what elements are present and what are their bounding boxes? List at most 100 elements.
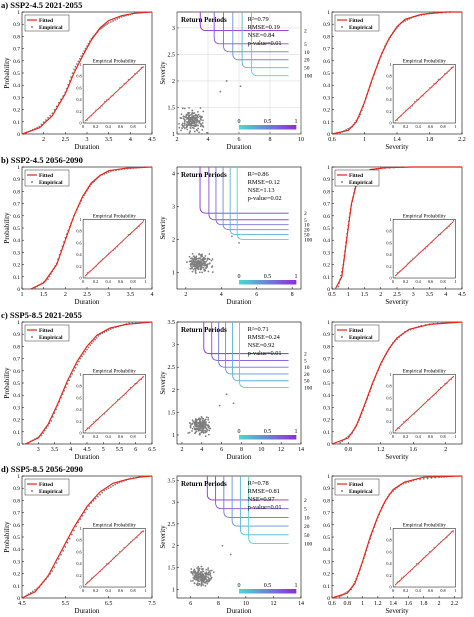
joint-scatter-point-1-169 [185,261,188,263]
joint-scatter-point-3-138 [210,569,213,572]
joint-scatter-point-1-181 [196,261,199,264]
severity-cdf-inset-xtick-2-4: 0.8 [440,434,445,439]
duration-cdf-xtick-label-1-3: 2.5 [83,292,91,298]
severity-cdf-inset-point-2-8 [411,414,414,416]
joint-scatter-point-0-178 [184,119,186,122]
joint-scatter-point-2-43 [187,432,190,434]
duration-cdf-inset-xtick-2-2: 0.4 [105,434,111,439]
severity-cdf-inset-point-2-20 [437,389,439,391]
severity-cdf-ytick-label-2-2: 0.2 [323,418,330,424]
severity-cdf-inset-point-2-5 [405,419,407,421]
duration-cdf-empirical-point-1-1-0 [47,278,49,281]
joint-scatter-point-2-92 [204,418,207,421]
joint-return-period-curve-2-3 [225,322,289,375]
joint-scatter-point-1-106 [208,253,211,255]
duration-cdf-legend-box-2 [24,324,70,342]
joint-scatter-point-1-194 [194,260,197,263]
joint-ylabel-1: Severity [159,216,167,240]
joint-xtick-label-0-4: 10 [298,137,304,143]
duration-cdf-empirical-point-0-8-3 [114,19,117,21]
severity-cdf-inset-xtick-2-5: 1 [454,434,456,439]
duration-cdf-inset-ytick-1-0: 0 [80,276,82,281]
duration-cdf-xtick-label-0-2: 3 [86,137,89,143]
duration-cdf-empirical-point-3-2-2 [55,562,58,564]
joint-xtick-label-1-3: 8 [291,292,294,298]
severity-cdf-ytick-label-0-2: 0.2 [323,108,330,114]
duration-cdf-inset-xtick-1-4: 0.8 [130,279,135,284]
duration-cdf-legend-box-0 [24,14,70,32]
joint-scatter-point-1-41 [207,270,210,273]
severity-cdf-inset-point-3-14 [424,555,426,557]
duration-cdf-xlabel-1: Duration [75,298,100,306]
duration-cdf-empirical-point-0-8-4 [116,18,119,20]
severity-cdf-xtick-label-3-1: 0.8 [344,601,352,607]
joint-xtick-label-3-4: 14 [298,601,304,607]
joint-return-period-curve-3-4 [239,476,289,536]
joint-scatter-point-3-136 [193,582,196,585]
duration-cdf-legend-fitted-label-0: Fitted [39,18,53,24]
duration-cdf-inset-point-1-9 [103,257,106,259]
joint-return-period-label-1-2: 10 [304,223,310,229]
duration-cdf-empirical-point-2-6-1 [90,342,93,345]
duration-cdf-inset-point-1-19 [125,236,127,239]
duration-cdf-inset-point-1-3 [90,269,93,271]
duration-cdf-ytick-label-2-5: 0.5 [13,381,20,387]
duration-cdf-inset-title-1: Empirical Probability [93,214,137,219]
joint-scatter-point-0-116 [194,119,197,121]
severity-cdf-empirical-point-3-0-0 [338,595,341,598]
joint-scatter-point-2-143 [191,427,194,430]
severity-cdf-inset-point-3-1 [396,581,398,583]
colorbar-segment-3-10 [267,589,271,594]
joint-scatter-point-3-64 [205,575,208,578]
joint-scatter-point-0-122 [180,113,183,116]
duration-cdf-inset-ytick-1-5: 1 [80,217,82,222]
severity-cdf-inset-point-1-13 [422,249,424,251]
joint-scatter-point-0-102 [199,125,202,128]
duration-cdf-ytick-label-2-4: 0.4 [13,393,20,399]
joint-scatter-point-1-162 [195,267,198,270]
severity-cdf-ytick-label-1-10: 1 [327,165,330,171]
joint-ytick-label-2-2: 2 [172,388,175,394]
joint-ytick-label-2-0: 1 [172,433,175,439]
severity-cdf-inset-ytick-2-3: 0.6 [386,395,391,400]
joint-return-period-curve-1-1 [208,167,289,221]
severity-cdf-legend-empirical-label-2: Empirical [349,335,373,341]
severity-cdf-inset-point-2-17 [431,396,433,398]
severity-cdf-inset-point-0-13 [422,95,424,97]
severity-cdf-inset-xtick-2-1: 0.2 [403,434,408,439]
duration-cdf-empirical-point-3-3-2 [68,537,71,540]
severity-cdf-inset-title-3: Empirical Probability [403,523,447,528]
severity-cdf-ytick-label-0-5: 0.5 [323,71,330,77]
duration-cdf-empirical-point-2-4-3 [74,366,77,369]
joint-ylabel-3: Severity [159,525,167,549]
joint-scatter-point-3-28 [200,565,203,568]
severity-cdf-inset-point-2-22 [442,385,444,388]
severity-cdf-inset-xtick-0-1: 0.2 [403,124,408,129]
severity-cdf-inset-point-2-3 [400,423,403,426]
severity-cdf-inset-ytick-3-2: 0.4 [386,561,392,566]
joint-scatter-point-0-106 [196,110,199,113]
colorbar-segment-3-3 [247,589,251,594]
duration-cdf-empirical-point-0-8-2 [112,20,114,22]
severity-cdf-ytick-label-1-3: 0.3 [323,250,330,256]
duration-cdf-inset-point-0-23 [134,73,136,75]
joint-scatter-point-2-194 [200,422,203,425]
severity-cdf-inset-ytick-2-0: 0 [390,431,392,436]
duration-cdf-inset-point-2-26 [140,378,142,381]
duration-cdf-empirical-point-3-2-5 [62,549,65,552]
joint-scatter-point-3-81 [197,566,200,568]
joint-scatter-point-2-49 [208,421,211,424]
severity-cdf-inset-xtick-1-5: 1 [454,279,456,284]
duration-cdf-inset-point-0-1 [86,119,88,121]
joint-scatter-point-3-105 [195,578,197,581]
severity-cdf-empirical-point-0-7-2 [404,20,407,22]
duration-cdf-inset-point-0-22 [132,76,134,78]
duration-cdf-inset-ytick-2-1: 0.2 [76,419,81,424]
duration-cdf-inset-point-1-10 [106,255,108,257]
duration-cdf-empirical-point-2-4-2 [73,369,75,372]
colorbar-mid-label-3: 0.5 [264,583,272,589]
severity-cdf-inset-ytick-0-5: 1 [390,62,392,67]
colorbar-segment-2-7 [258,435,263,440]
joint-scatter-point-2-51 [205,416,208,419]
duration-cdf-xtick-label-2-6: 6 [134,447,137,453]
